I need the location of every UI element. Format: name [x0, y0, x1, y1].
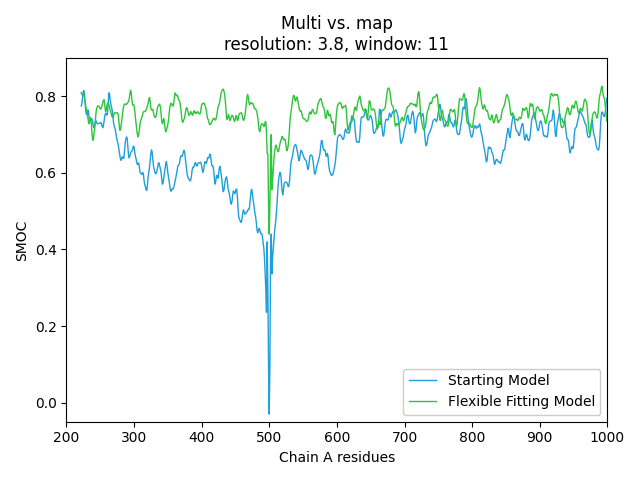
Starting Model — [108, 105, 115, 110]
Starting Model — [539, 126, 547, 132]
Flexible Fitting Model — [598, 84, 606, 89]
Flexible Fitting Model — [107, 109, 115, 115]
Starting Model — [266, 411, 273, 417]
X-axis label: Chain A residues: Chain A residues — [279, 451, 395, 465]
Starting Model — [227, 201, 235, 207]
Line: Starting Model: Starting Model — [81, 91, 607, 414]
Starting Model — [80, 88, 88, 94]
Starting Model — [332, 150, 340, 156]
Flexible Fitting Model — [321, 114, 329, 120]
Flexible Fitting Model — [227, 116, 234, 122]
Starting Model — [167, 189, 175, 194]
Flexible Fitting Model — [166, 101, 174, 107]
Legend: Starting Model, Flexible Fitting Model: Starting Model, Flexible Fitting Model — [403, 369, 600, 415]
Line: Flexible Fitting Model: Flexible Fitting Model — [81, 86, 607, 234]
Y-axis label: SMOC: SMOC — [15, 219, 29, 261]
Flexible Fitting Model — [77, 90, 85, 96]
Starting Model — [77, 103, 85, 109]
Flexible Fitting Model — [332, 124, 339, 130]
Flexible Fitting Model — [538, 107, 546, 112]
Flexible Fitting Model — [603, 118, 611, 124]
Starting Model — [322, 153, 330, 159]
Flexible Fitting Model — [266, 231, 273, 237]
Starting Model — [603, 95, 611, 101]
Title: Multi vs. map
resolution: 3.8, window: 11: Multi vs. map resolution: 3.8, window: 1… — [225, 15, 449, 54]
